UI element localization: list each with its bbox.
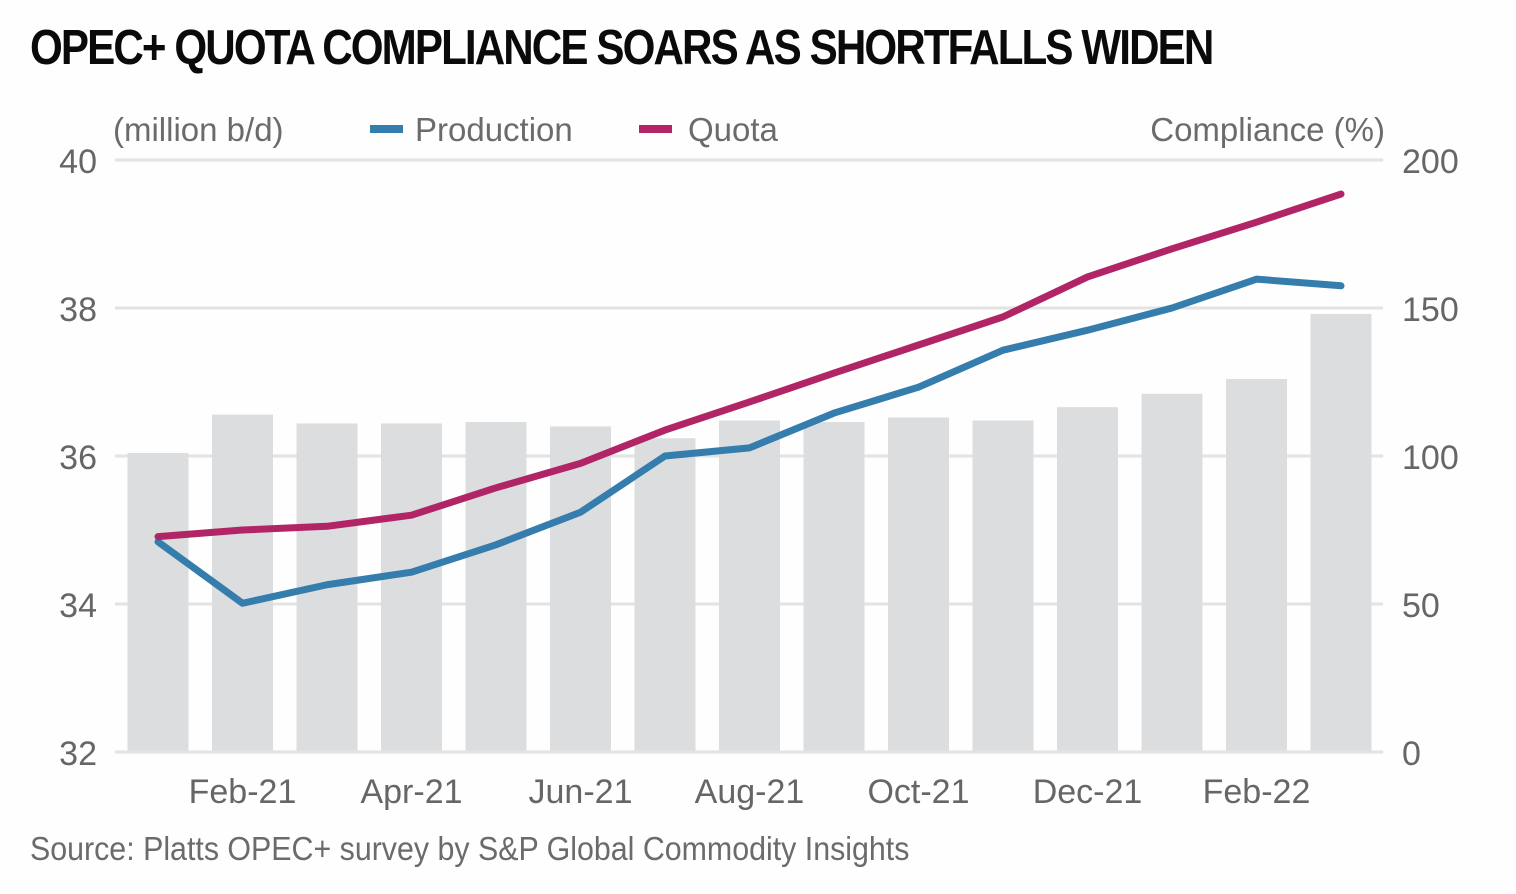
right-axis-ticks: 0 50 100 150 200	[1402, 143, 1459, 773]
compliance-bar	[719, 420, 780, 752]
x-tick-label: Apr-21	[360, 773, 462, 811]
x-tick-label: Oct-21	[867, 773, 969, 811]
left-tick-label: 34	[59, 587, 97, 625]
compliance-bar	[1057, 407, 1118, 752]
right-tick-label: 100	[1402, 439, 1459, 477]
production-line	[154, 275, 1345, 607]
left-tick-label: 32	[59, 735, 97, 773]
compliance-bar	[1141, 393, 1203, 752]
compliance-bar	[972, 420, 1034, 752]
legend-quota-label: Quota	[688, 111, 779, 148]
x-tick-label: Dec-21	[1033, 773, 1143, 811]
compliance-bar	[212, 414, 273, 752]
x-tick-label: Feb-21	[189, 773, 297, 811]
x-tick-label: Jun-21	[529, 773, 633, 811]
right-tick-label: 200	[1402, 143, 1459, 181]
right-tick-label: 150	[1402, 291, 1459, 329]
compliance-bar	[1310, 313, 1372, 752]
right-tick-label: 0	[1402, 735, 1421, 773]
left-axis-ticks: 32 34 36 38 40	[59, 143, 97, 773]
compliance-bar	[127, 453, 189, 752]
source-note: Source: Platts OPEC+ survey by S&P Globa…	[30, 830, 910, 867]
series-lines	[154, 190, 1345, 607]
legend: Production Quota	[370, 111, 779, 148]
left-tick-label: 36	[59, 439, 97, 477]
right-tick-label: 50	[1402, 587, 1440, 625]
compliance-bar	[888, 417, 949, 752]
compliance-bar	[550, 426, 611, 752]
compliance-bar	[803, 421, 865, 752]
quota-line	[154, 190, 1345, 541]
legend-production-label: Production	[415, 111, 573, 148]
left-tick-label: 40	[59, 143, 97, 181]
compliance-bar	[465, 421, 527, 752]
compliance-bar	[381, 423, 442, 752]
x-tick-label: Aug-21	[695, 773, 805, 811]
compliance-bar	[1226, 379, 1287, 752]
chart-title: OPEC+ QUOTA COMPLIANCE SOARS AS SHORTFAL…	[30, 21, 1214, 75]
compliance-bar	[634, 438, 696, 752]
compliance-bars	[115, 313, 1383, 754]
legend-production-swatch	[370, 125, 403, 133]
left-axis-label: (million b/d)	[113, 111, 284, 148]
legend-quota-swatch	[639, 125, 672, 133]
left-tick-label: 38	[59, 291, 97, 329]
x-axis-ticks: Feb-21 Apr-21 Jun-21 Aug-21 Oct-21 Dec-21 Feb-…	[189, 773, 1311, 811]
right-axis-label: Compliance (%)	[1150, 111, 1385, 148]
x-tick-label: Feb-22	[1203, 773, 1311, 811]
